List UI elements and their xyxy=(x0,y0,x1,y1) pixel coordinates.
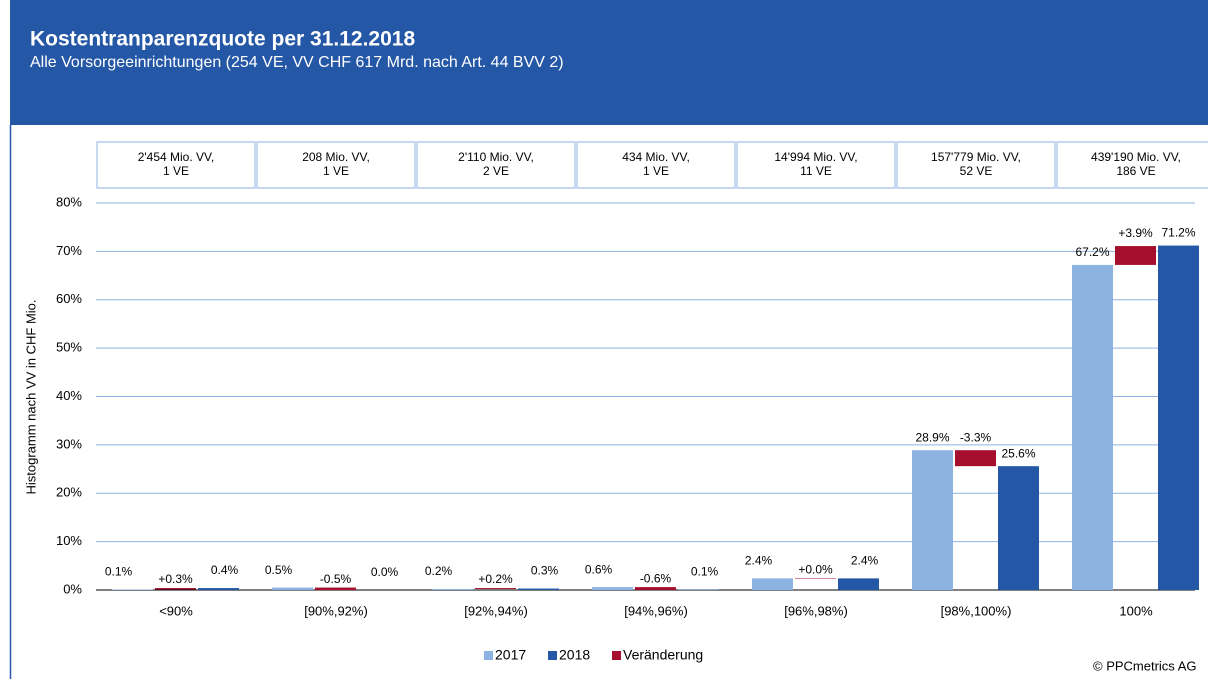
value-label: +3.9% xyxy=(1118,226,1153,240)
value-label: 0.5% xyxy=(265,563,293,577)
value-label: +0.2% xyxy=(478,572,513,586)
y-tick-label: 70% xyxy=(56,243,82,258)
annotation-text: 1 VE xyxy=(643,164,669,178)
annotation-box xyxy=(1056,141,1208,189)
legend-label: Veränderung xyxy=(623,647,703,663)
bar-change xyxy=(955,450,996,467)
annotation-text: 1 VE xyxy=(163,164,189,178)
bar-2017 xyxy=(1072,264,1113,590)
value-label: 25.6% xyxy=(1001,446,1035,460)
legend-swatch xyxy=(612,651,621,660)
bar-2017 xyxy=(592,587,633,590)
bar-change xyxy=(635,587,676,590)
value-label: 67.2% xyxy=(1075,245,1109,259)
y-tick-label: 10% xyxy=(56,533,82,548)
x-tick-label: 100% xyxy=(1119,603,1153,618)
x-tick-label: [96%,98%) xyxy=(784,603,848,618)
annotation-text: 157'779 Mio. VV, xyxy=(931,150,1021,164)
value-label: -0.5% xyxy=(320,572,352,586)
y-tick-label: 40% xyxy=(56,388,82,403)
x-tick-label: [90%,92%) xyxy=(304,603,368,618)
bar-change xyxy=(795,578,836,579)
value-label: 0.3% xyxy=(531,564,559,578)
bar-change xyxy=(315,587,356,590)
annotation-box xyxy=(576,141,736,189)
annotation-text: 208 Mio. VV, xyxy=(302,150,370,164)
bar-2018 xyxy=(518,588,559,590)
annotation-text: 2 VE xyxy=(483,164,509,178)
y-tick-label: 20% xyxy=(56,485,82,500)
annotation-box xyxy=(256,141,416,189)
y-tick-label: 50% xyxy=(56,340,82,355)
value-label: 2.4% xyxy=(851,554,879,568)
annotation-box xyxy=(416,141,576,189)
bar-2017 xyxy=(432,589,473,590)
value-label: 0.6% xyxy=(585,562,613,576)
value-label: +0.0% xyxy=(798,563,833,577)
legend-swatch xyxy=(484,651,493,660)
annotation-text: 14'994 Mio. VV, xyxy=(774,150,857,164)
header-band xyxy=(10,0,1208,125)
value-label: 0.0% xyxy=(371,565,399,579)
annotation-text: 11 VE xyxy=(800,164,832,178)
annotation-text: 52 VE xyxy=(960,164,993,178)
value-label: 71.2% xyxy=(1161,226,1195,240)
bar-2018 xyxy=(1158,245,1199,590)
annotation-box xyxy=(896,141,1056,189)
value-label: 0.1% xyxy=(691,565,719,579)
y-tick-label: 60% xyxy=(56,291,82,306)
annotation-box xyxy=(736,141,896,189)
y-axis-label: Histogramm nach VV in CHF Mio. xyxy=(23,299,38,494)
legend-swatch xyxy=(548,651,557,660)
x-tick-label: [98%,100%) xyxy=(941,603,1012,618)
bar-change xyxy=(475,588,516,590)
value-label: +0.3% xyxy=(158,572,193,586)
y-tick-label: 80% xyxy=(56,194,82,209)
value-label: 2.4% xyxy=(745,554,773,568)
bar-2017 xyxy=(272,587,313,590)
x-tick-label: <90% xyxy=(159,603,193,618)
value-label: 28.9% xyxy=(915,430,949,444)
y-tick-label: 0% xyxy=(63,581,82,596)
bar-change xyxy=(155,588,196,590)
legend-label: 2017 xyxy=(495,647,526,663)
x-tick-label: [92%,94%) xyxy=(464,603,528,618)
annotation-text: 439'190 Mio. VV, xyxy=(1091,150,1181,164)
y-tick-label: 30% xyxy=(56,436,82,451)
chart-title: Kostentranparenzquote per 31.12.2018 xyxy=(30,28,415,51)
bar-2018 xyxy=(838,578,879,590)
value-label: 0.1% xyxy=(105,565,133,579)
chart-subtitle: Alle Vorsorgeeinrichtungen (254 VE, VV C… xyxy=(30,54,564,71)
value-label: 0.2% xyxy=(425,564,453,578)
bar-2018 xyxy=(198,588,239,590)
annotation-text: 434 Mio. VV, xyxy=(622,150,690,164)
footer: © PPCmetrics AG xyxy=(1093,658,1197,673)
annotation-box xyxy=(96,141,256,189)
bar-2017 xyxy=(752,578,793,590)
value-label: 0.4% xyxy=(211,563,239,577)
annotation-text: 2'454 Mio. VV, xyxy=(138,150,215,164)
x-tick-label: [94%,96%) xyxy=(624,603,688,618)
legend-label: 2018 xyxy=(559,647,590,663)
annotation-text: 1 VE xyxy=(323,164,349,178)
annotation-text: 186 VE xyxy=(1116,164,1155,178)
bar-2017 xyxy=(912,450,953,590)
annotation-text: 2'110 Mio. VV, xyxy=(458,150,534,164)
bar-2018 xyxy=(998,466,1039,590)
value-label: -0.6% xyxy=(640,571,672,585)
bar-change xyxy=(1115,246,1156,265)
value-label: -3.3% xyxy=(960,430,992,444)
